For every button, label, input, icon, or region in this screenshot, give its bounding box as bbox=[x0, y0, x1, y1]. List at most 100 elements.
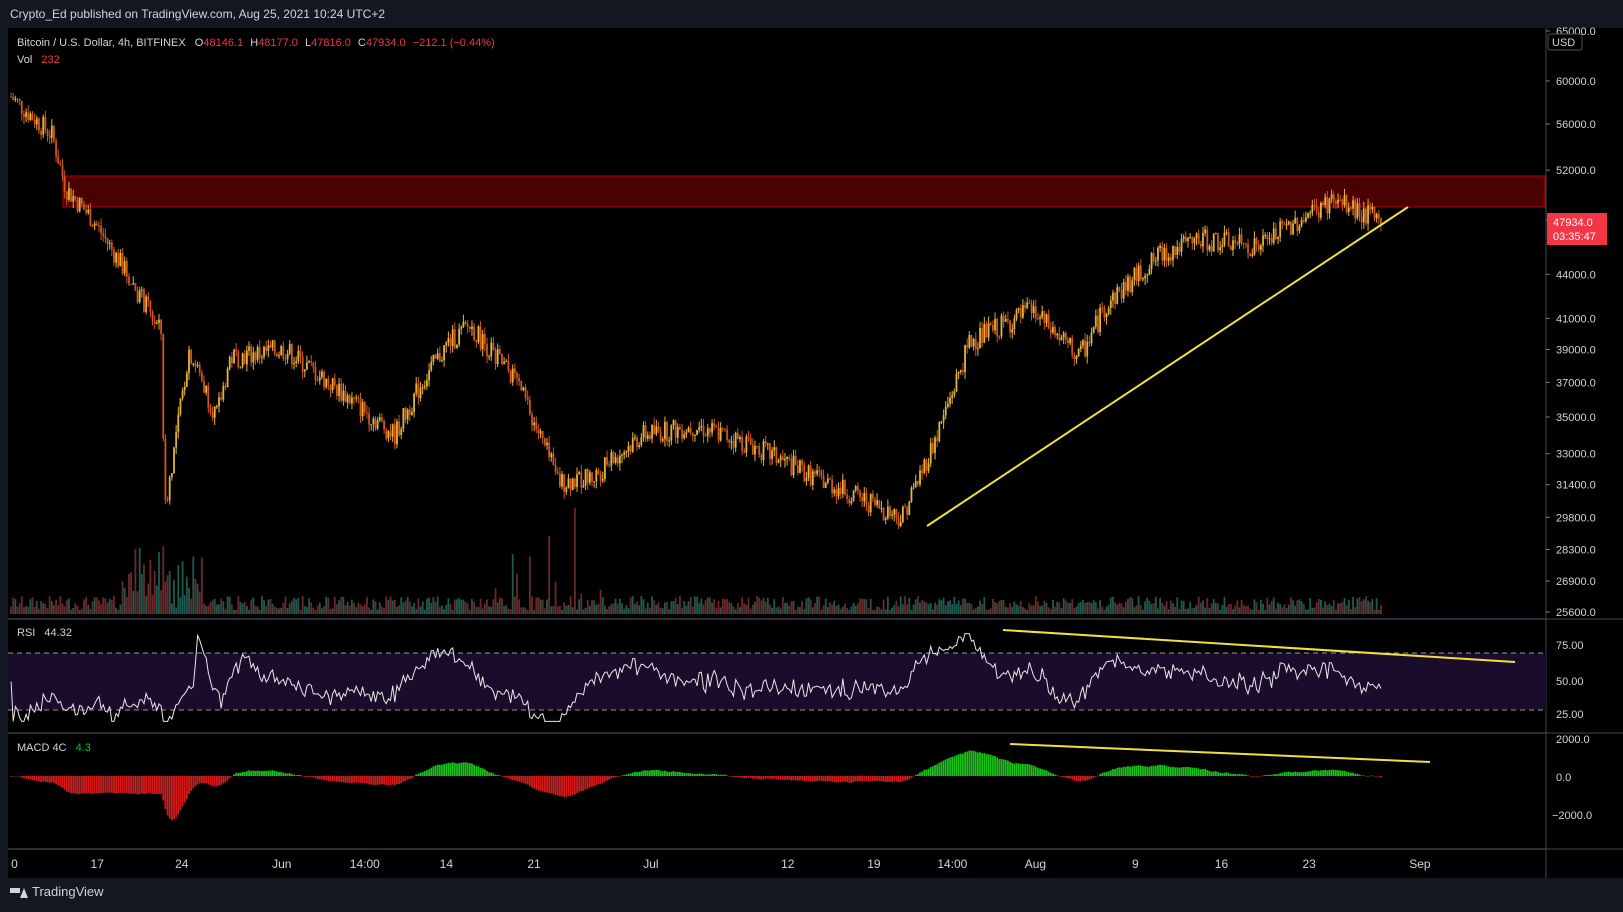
volume-legend[interactable]: Vol 232 bbox=[17, 54, 60, 66]
volume-bar bbox=[145, 595, 148, 614]
volume-bar bbox=[323, 606, 325, 614]
macd-tick-pos: 2000.0 bbox=[1556, 734, 1590, 746]
volume-bar bbox=[942, 597, 945, 614]
candle-body bbox=[155, 322, 158, 324]
candle-body bbox=[237, 351, 240, 367]
support-trendline[interactable] bbox=[926, 206, 1409, 527]
candle-body bbox=[121, 253, 124, 274]
macd-bar bbox=[989, 754, 992, 776]
price-pane[interactable] bbox=[8, 28, 1546, 618]
candle-body bbox=[846, 495, 849, 500]
macd-bar bbox=[445, 763, 448, 776]
volume-bar bbox=[1032, 605, 1035, 614]
volume-bar bbox=[513, 596, 516, 614]
macd-divergence-trendline[interactable] bbox=[1009, 743, 1431, 763]
macd-tick-zero: 0.0 bbox=[1556, 772, 1571, 784]
macd-bar bbox=[329, 776, 332, 782]
macd-bar bbox=[248, 770, 250, 776]
volume-bar bbox=[627, 608, 630, 614]
tradingview-logo[interactable]: TradingView bbox=[10, 884, 104, 899]
candle-body bbox=[1371, 207, 1374, 210]
candle-body bbox=[528, 399, 531, 415]
candle-body bbox=[634, 437, 636, 439]
rsi-divergence-trendline[interactable] bbox=[1002, 629, 1516, 663]
candle-body bbox=[580, 472, 583, 488]
candle-body bbox=[824, 482, 827, 488]
candle-body bbox=[1335, 201, 1337, 204]
candle-body bbox=[1056, 333, 1059, 336]
macd-bar bbox=[567, 776, 570, 797]
macd-bar bbox=[1350, 772, 1352, 776]
volume-bar bbox=[689, 597, 692, 614]
candle-body bbox=[483, 334, 486, 344]
volume-bar bbox=[344, 605, 347, 614]
macd-bar bbox=[1064, 776, 1067, 778]
candle-body bbox=[1373, 207, 1376, 219]
macd-bar bbox=[1371, 775, 1374, 777]
macd-bar bbox=[460, 762, 463, 776]
volume-bar bbox=[1073, 608, 1076, 614]
macd-bar bbox=[556, 776, 559, 796]
macd-bar bbox=[1229, 773, 1232, 776]
candle-body bbox=[603, 457, 606, 479]
macd-bar bbox=[207, 776, 210, 785]
candle-body bbox=[76, 199, 79, 212]
candle-body bbox=[1206, 229, 1209, 251]
chart-canvas[interactable]: Bitcoin / U.S. Dollar, 4h, BITFINEX O481… bbox=[0, 0, 1623, 878]
macd-bar bbox=[318, 776, 321, 780]
macd-bar bbox=[664, 770, 666, 776]
volume-bar bbox=[1304, 609, 1307, 614]
macd-bar bbox=[974, 751, 977, 776]
price-axis[interactable] bbox=[1546, 28, 1623, 878]
macd-bar bbox=[1204, 768, 1207, 776]
macd-bar bbox=[1208, 770, 1211, 776]
volume-bar bbox=[93, 597, 96, 614]
volume-bar bbox=[280, 607, 283, 614]
macd-bar bbox=[297, 774, 300, 776]
candle-body bbox=[203, 380, 205, 393]
time-axis[interactable] bbox=[8, 850, 1546, 878]
candle-body bbox=[994, 319, 996, 331]
macd-bar bbox=[1274, 774, 1277, 776]
macd-bar bbox=[880, 776, 883, 782]
macd-bar bbox=[1281, 772, 1284, 776]
macd-bar bbox=[1174, 767, 1177, 776]
candle-body bbox=[321, 371, 323, 378]
macd-bar bbox=[1067, 776, 1069, 779]
symbol-legend[interactable]: Bitcoin / U.S. Dollar, 4h, BITFINEX O481… bbox=[17, 37, 495, 49]
candle-body bbox=[284, 358, 287, 360]
candle-body bbox=[1247, 243, 1249, 254]
volume-bar bbox=[1039, 606, 1041, 614]
candle-body bbox=[1088, 341, 1091, 344]
volume-bar bbox=[143, 564, 145, 614]
macd-pane[interactable] bbox=[8, 734, 1546, 848]
macd-legend[interactable]: MACD 4C 4.3 bbox=[17, 742, 91, 754]
macd-bar bbox=[852, 776, 855, 783]
candle-body bbox=[1182, 236, 1185, 239]
volume-bar bbox=[1202, 600, 1204, 614]
macd-bar bbox=[1157, 765, 1159, 776]
rsi-legend[interactable]: RSI 44.32 bbox=[17, 627, 72, 639]
volume-bar bbox=[1255, 602, 1258, 614]
resistance-zone[interactable] bbox=[62, 175, 1546, 208]
volume-bar bbox=[1118, 602, 1121, 614]
macd-bar bbox=[625, 774, 628, 776]
currency-box[interactable] bbox=[1547, 33, 1583, 51]
candle-body bbox=[627, 445, 630, 452]
macd-bar bbox=[1287, 771, 1290, 776]
volume-bar bbox=[646, 602, 649, 614]
macd-bar bbox=[61, 776, 64, 788]
candle-body bbox=[85, 209, 88, 213]
candle-body bbox=[1172, 246, 1174, 261]
macd-bar bbox=[749, 776, 752, 778]
low-label: L bbox=[305, 37, 311, 49]
macd-bar bbox=[1022, 763, 1024, 776]
candle-body bbox=[1375, 213, 1378, 219]
macd-bar bbox=[312, 776, 315, 778]
macd-bar bbox=[908, 776, 911, 780]
candle-body bbox=[329, 385, 332, 390]
volume-bar bbox=[586, 600, 589, 614]
macd-bar bbox=[426, 770, 428, 776]
macd-bar bbox=[968, 750, 971, 776]
candle-body bbox=[854, 486, 857, 491]
